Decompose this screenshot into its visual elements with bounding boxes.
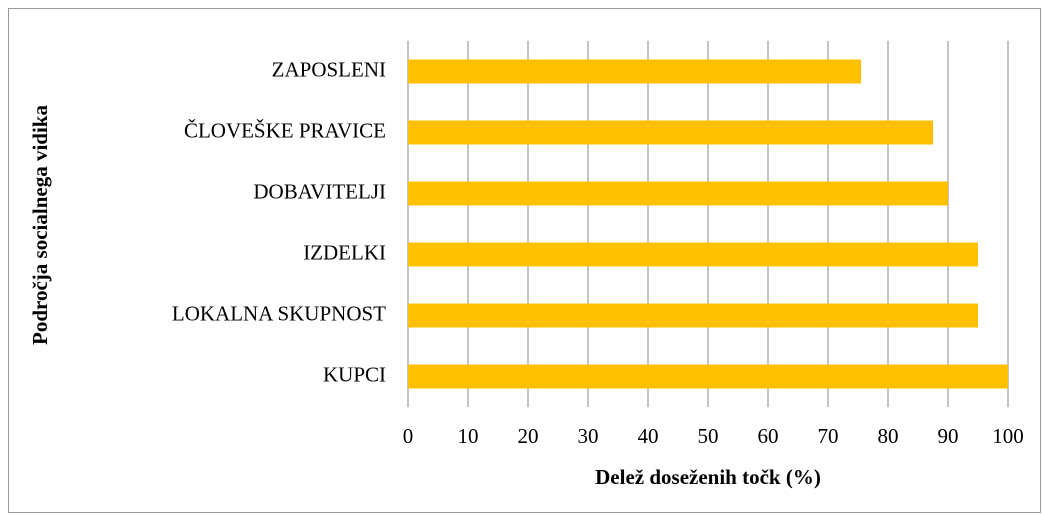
y-tick-label: ČLOVEŠKE PRAVICE xyxy=(184,118,386,142)
x-tick-label: 10 xyxy=(458,424,479,448)
y-tick-label: KUPCI xyxy=(323,362,386,386)
y-tick-label: ZAPOSLENI xyxy=(272,57,386,81)
bar xyxy=(408,242,978,267)
bar xyxy=(408,364,1008,389)
bar xyxy=(408,181,948,206)
x-tick-label: 80 xyxy=(878,424,899,448)
x-tick-label: 70 xyxy=(818,424,839,448)
x-tick-label: 100 xyxy=(992,424,1024,448)
y-tick-label: IZDELKI xyxy=(303,240,386,264)
x-tick-label: 20 xyxy=(518,424,539,448)
x-axis-title: Delež doseženih točk (%) xyxy=(595,465,821,489)
bar xyxy=(408,120,933,145)
bar xyxy=(408,59,861,84)
x-tick-label: 40 xyxy=(638,424,659,448)
chart-frame xyxy=(8,8,1041,513)
x-tick-label: 30 xyxy=(578,424,599,448)
x-tick-label: 90 xyxy=(938,424,959,448)
y-tick-label: LOKALNA SKUPNOST xyxy=(172,301,386,325)
bar xyxy=(408,303,978,328)
y-axis-title: Področja socialnega vidika xyxy=(28,105,52,345)
x-tick-label: 50 xyxy=(698,424,719,448)
x-tick-label: 60 xyxy=(758,424,779,448)
y-tick-label: DOBAVITELJI xyxy=(253,179,386,203)
x-tick-label: 0 xyxy=(403,424,414,448)
